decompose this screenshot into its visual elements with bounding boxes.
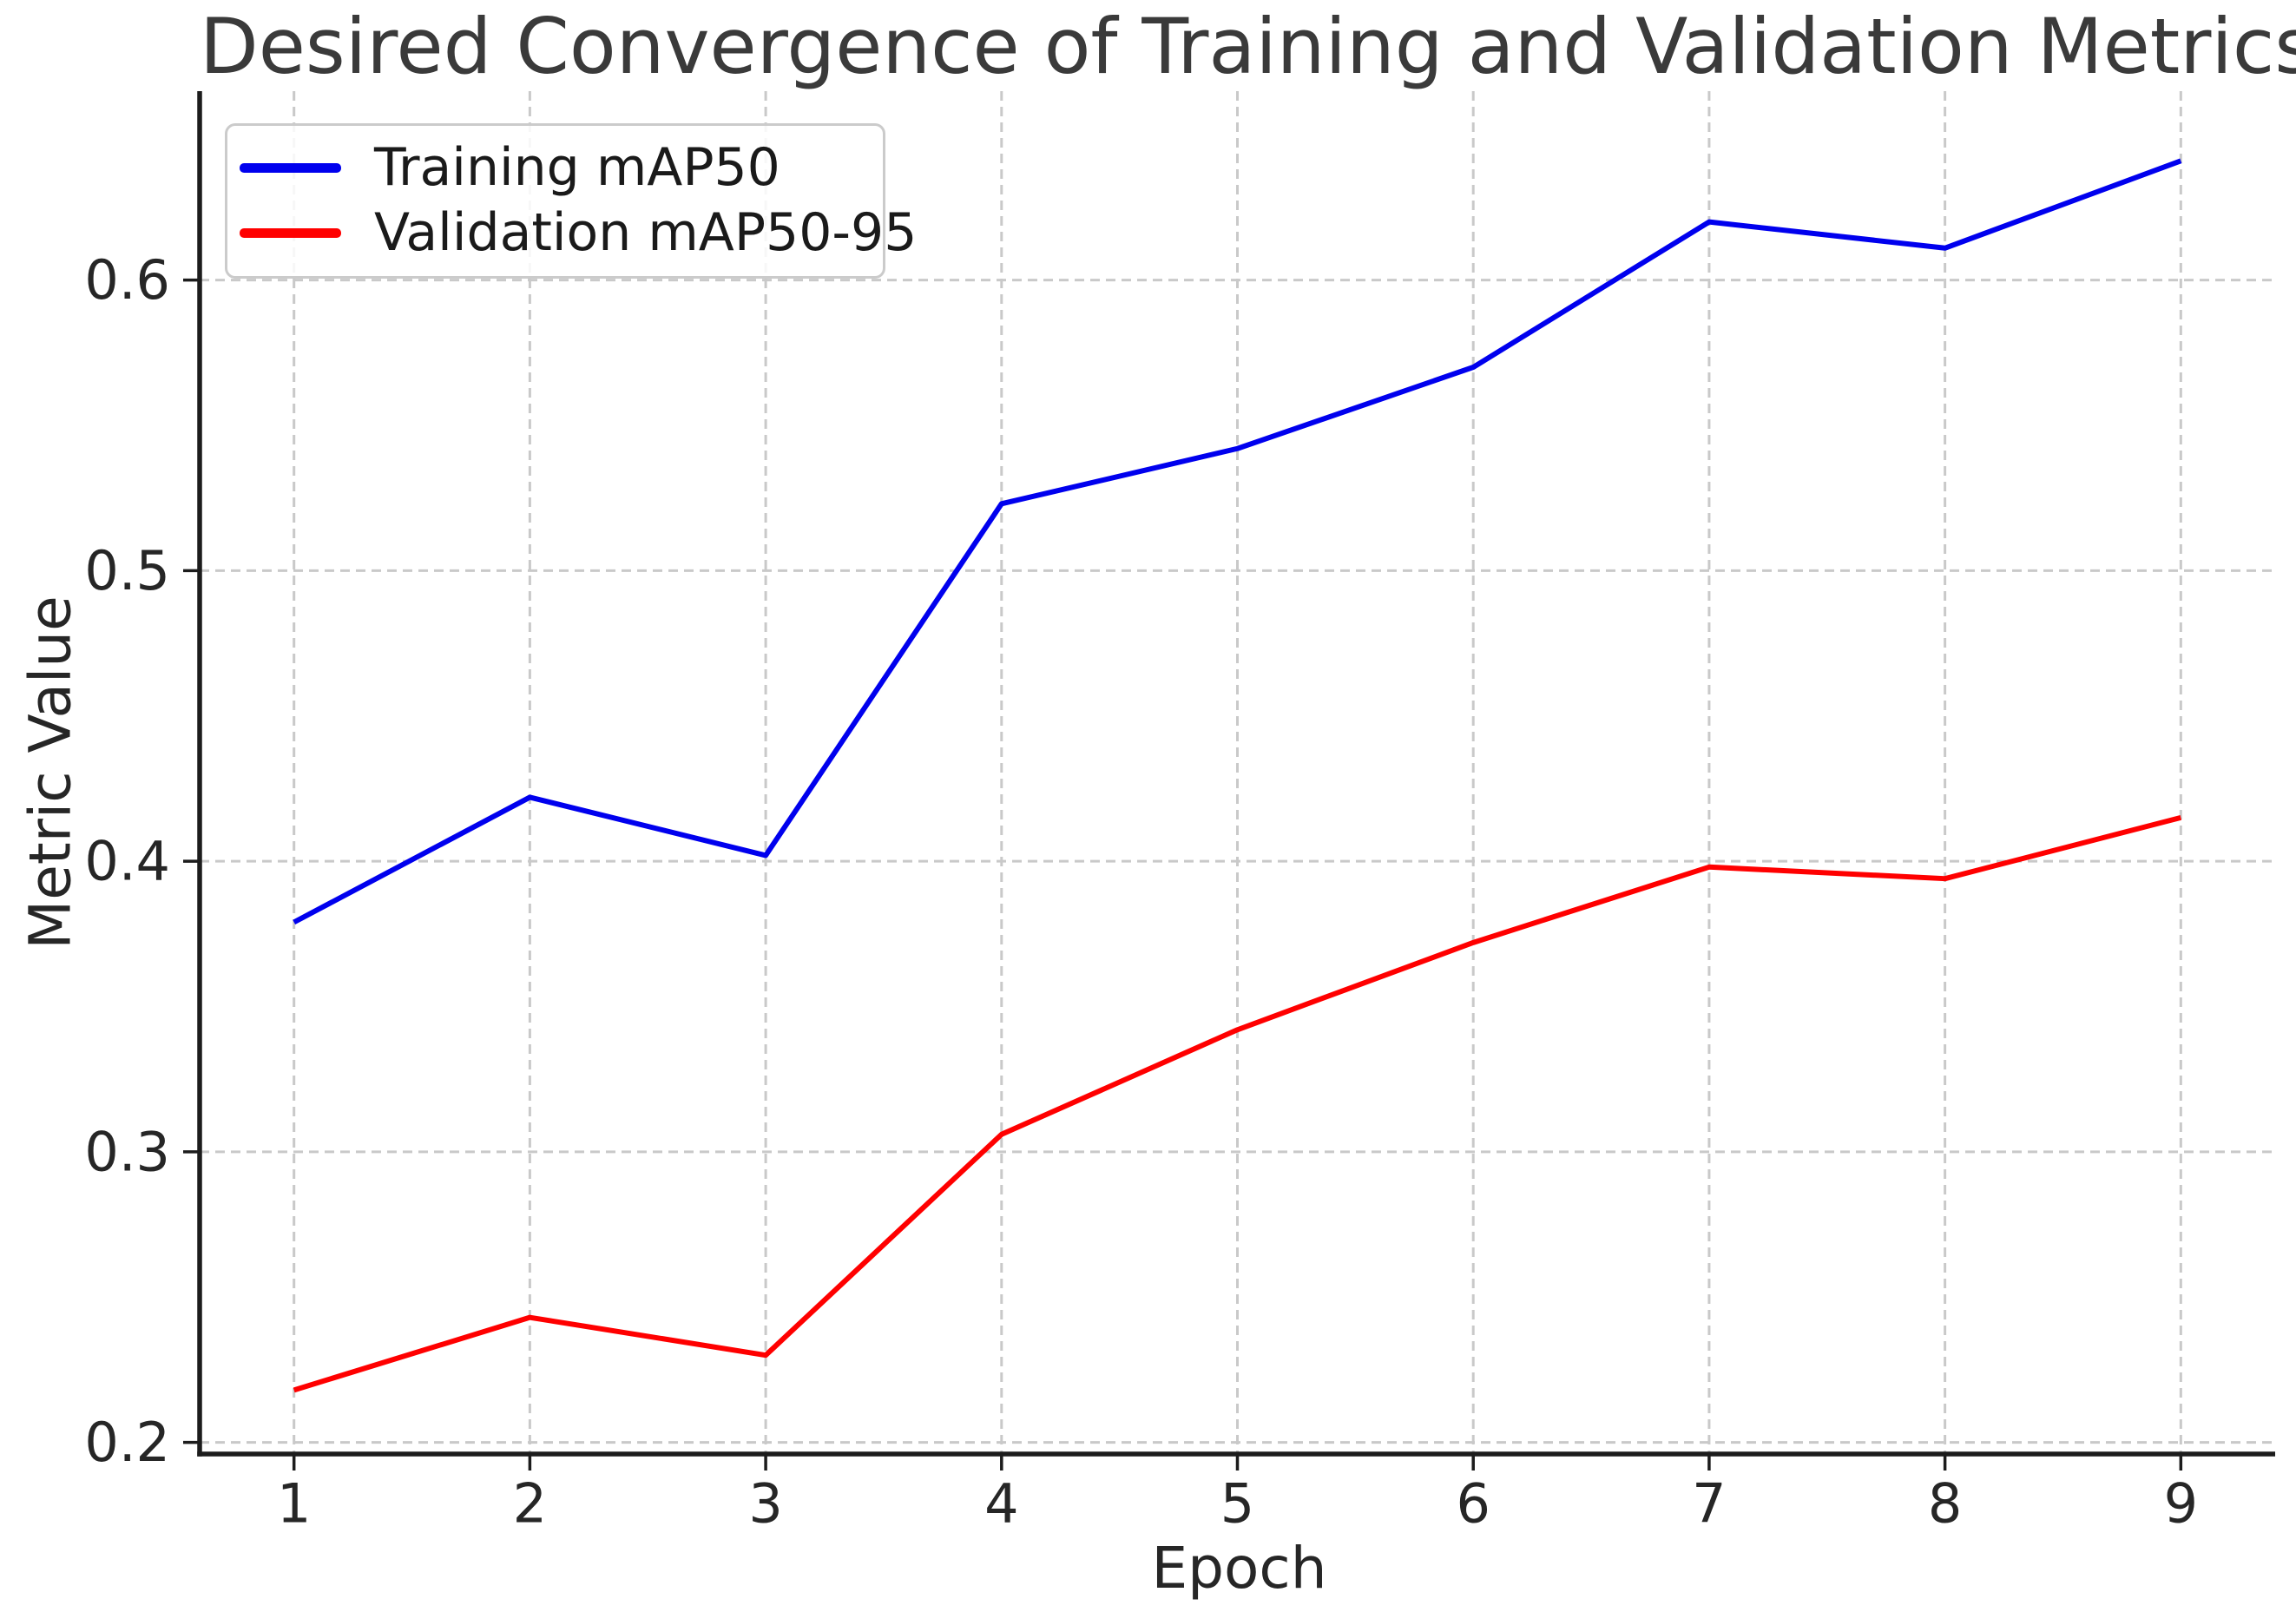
series-line-training-map50: [293, 158, 2182, 925]
x-tick-label: 7: [1692, 1471, 1726, 1535]
y-tick-label: 0.3: [84, 1120, 170, 1183]
legend-line-swatch-validation: [240, 227, 341, 238]
legend-line-swatch-training: [240, 162, 341, 173]
x-tick-label: 5: [1220, 1471, 1254, 1535]
legend-entry-training: Training mAP50: [240, 137, 865, 198]
legend-label-validation: Validation mAP50-95: [374, 202, 918, 263]
y-axis-label: Metric Value: [16, 595, 84, 950]
y-tick-label: 0.4: [84, 830, 170, 893]
series-line-validation-map50-95: [293, 814, 2182, 1393]
x-tick-label: 4: [984, 1471, 1018, 1535]
x-tick-label: 2: [513, 1471, 547, 1535]
y-tick-label: 0.5: [84, 539, 170, 602]
x-tick-label: 6: [1456, 1471, 1490, 1535]
chart-title: Desired Convergence of Training and Vali…: [200, 2, 2296, 91]
legend: Training mAP50 Validation mAP50-95: [225, 123, 917, 279]
y-tick-label: 0.6: [84, 248, 170, 312]
x-axis-label: Epoch: [1151, 1535, 1327, 1602]
legend-entry-validation: Validation mAP50-95: [240, 202, 917, 263]
x-tick-label: 9: [2164, 1471, 2198, 1535]
x-tick-label: 3: [748, 1471, 782, 1535]
x-tick-label: 8: [1928, 1471, 1962, 1535]
x-tick-label: 1: [277, 1471, 311, 1535]
y-tick-label: 0.2: [84, 1411, 170, 1474]
legend-label-training: Training mAP50: [374, 137, 780, 198]
